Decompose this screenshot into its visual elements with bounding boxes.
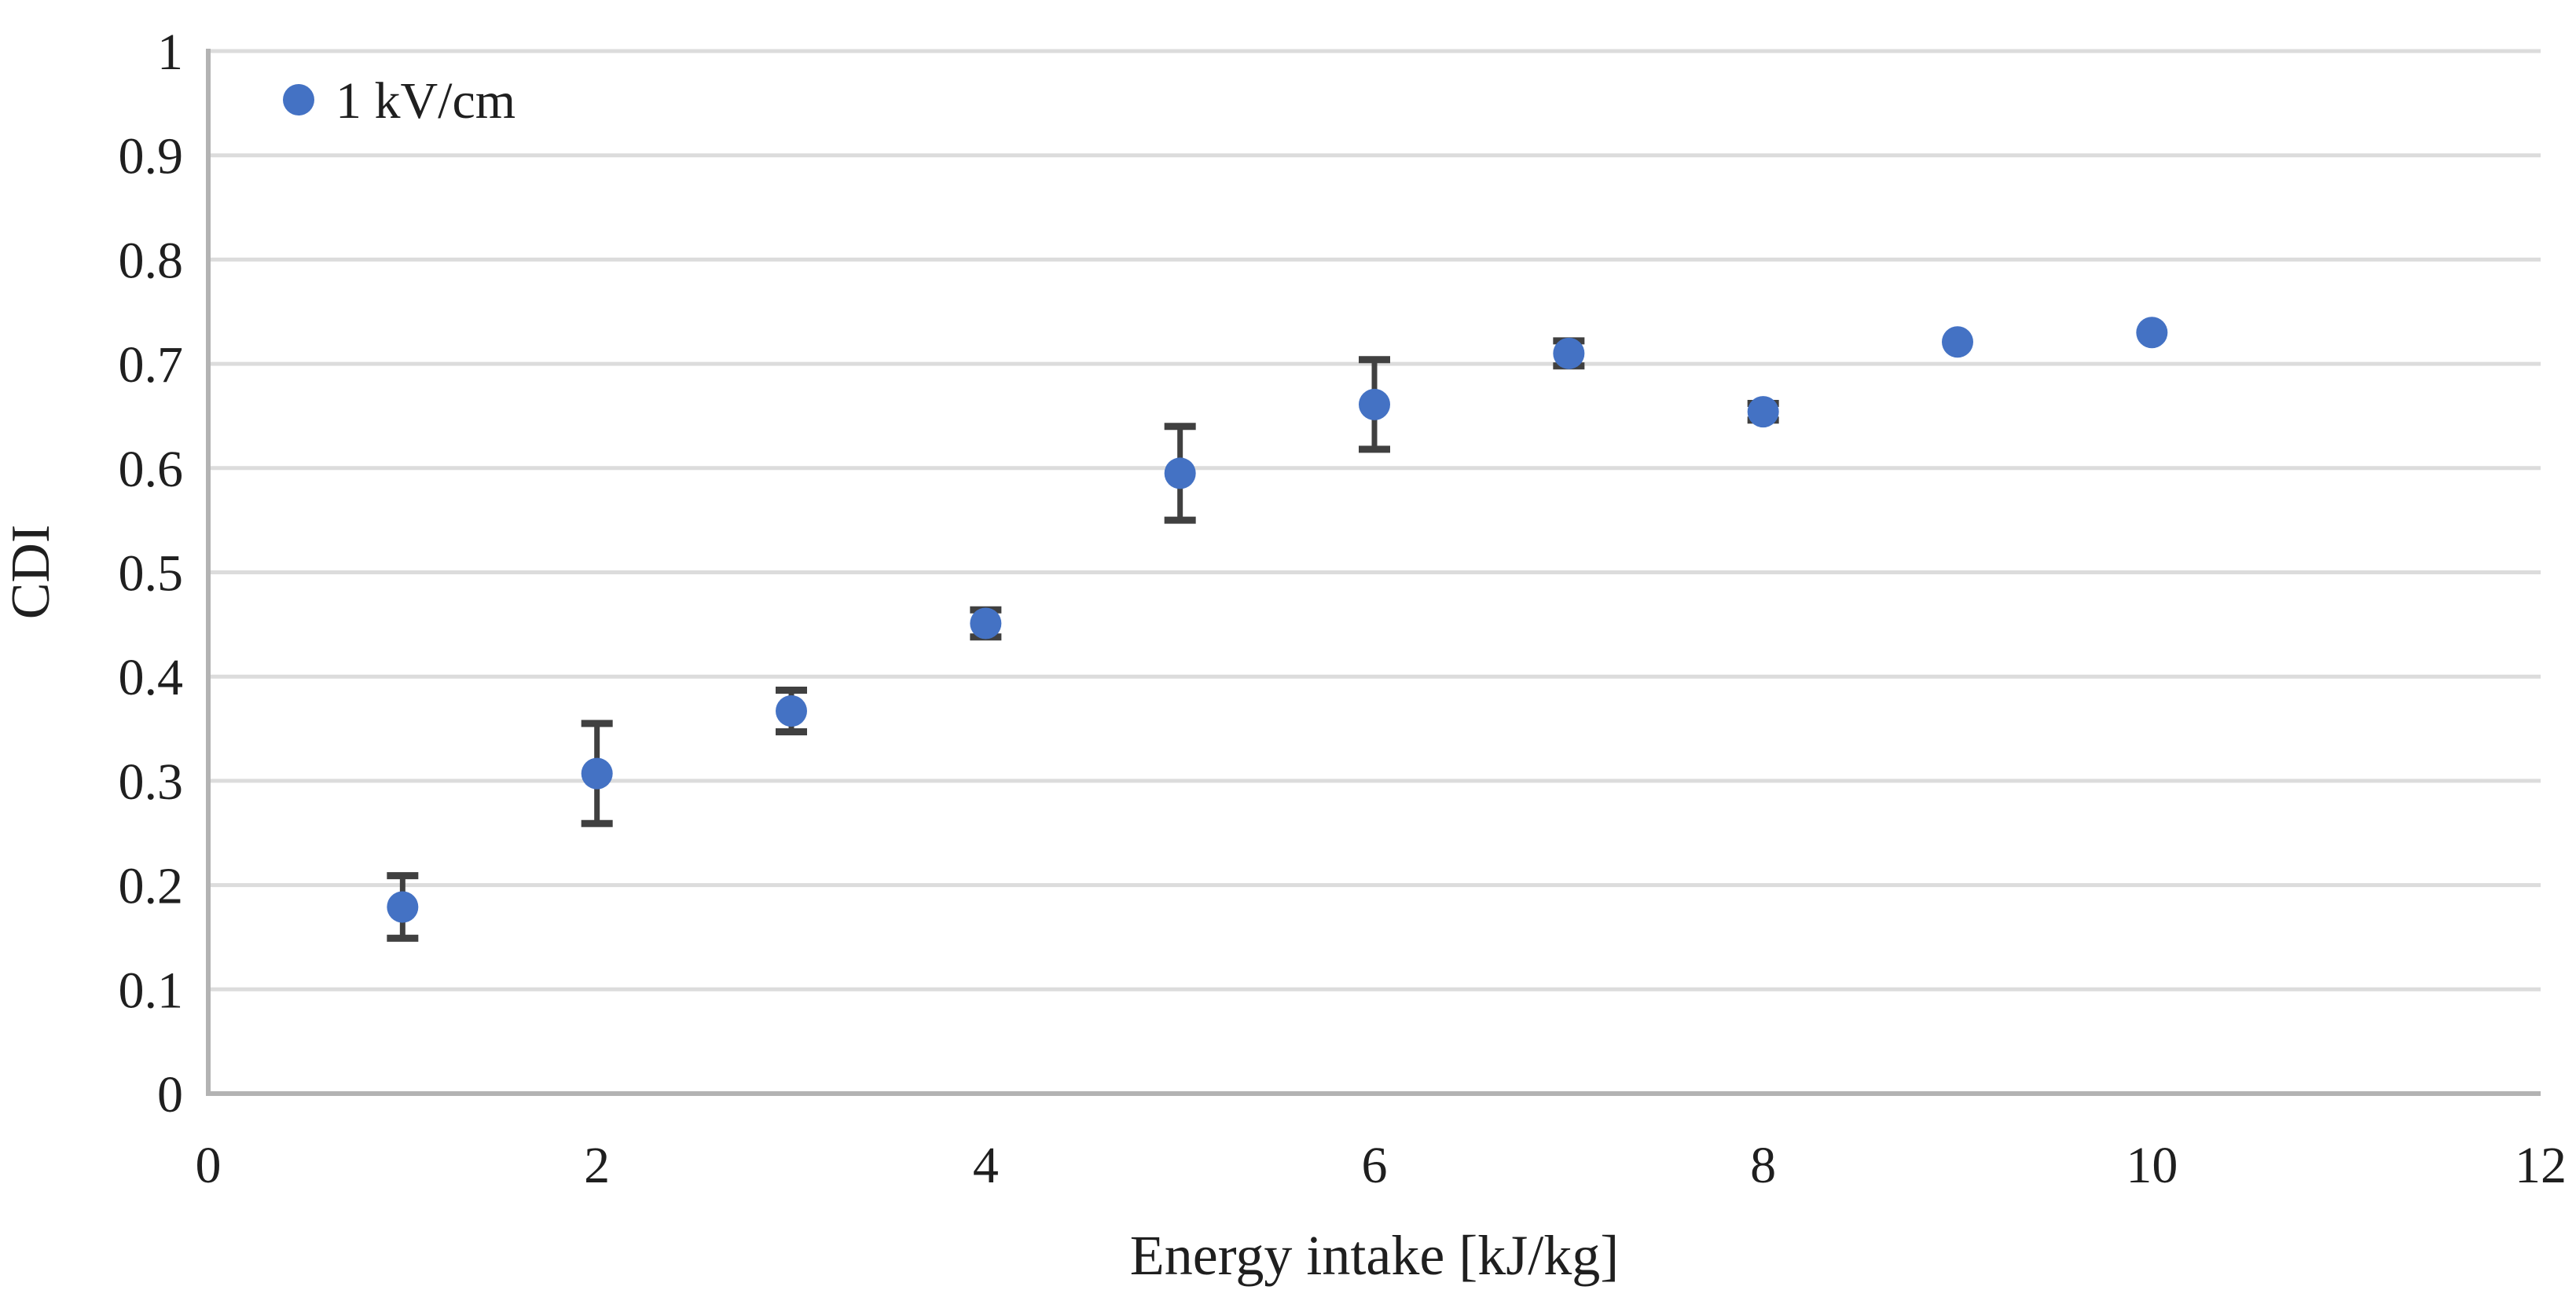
- y-tick-label: 0.1: [119, 962, 184, 1019]
- y-tick-label: 0.6: [119, 441, 184, 498]
- x-tick-label: 2: [584, 1137, 610, 1194]
- x-axis-title: Energy intake [kJ/kg]: [1130, 1224, 1620, 1287]
- legend-label: 1 kV/cm: [336, 72, 516, 130]
- gridlines: [208, 49, 2541, 991]
- y-tick-label: 0: [157, 1066, 183, 1123]
- x-tick-label: 4: [973, 1137, 999, 1194]
- y-tick-label: 0.4: [119, 649, 184, 706]
- x-tick-label: 12: [2515, 1137, 2567, 1194]
- error-bars: [387, 337, 1779, 942]
- axes: [206, 49, 2541, 1096]
- x-tick-label: 8: [1750, 1137, 1776, 1194]
- y-tick-label: 0.3: [119, 753, 184, 811]
- data-point: [1553, 337, 1585, 369]
- data-points: [387, 317, 2168, 923]
- legend-marker-icon: [283, 84, 314, 115]
- y-tick-label: 1: [157, 24, 183, 81]
- data-point: [776, 694, 807, 727]
- data-point: [1942, 326, 1973, 358]
- y-axis-title: CDI: [1, 525, 61, 620]
- y-tick-label: 0.9: [119, 128, 184, 185]
- data-point: [1359, 388, 1390, 420]
- data-point: [387, 891, 419, 923]
- x-tick-label: 6: [1362, 1137, 1388, 1194]
- y-tick-label: 0.2: [119, 858, 184, 915]
- x-axis-tick-labels: 0 2 4 6 8 10 12: [196, 1137, 2567, 1194]
- data-point: [1747, 396, 1779, 428]
- y-tick-label: 0.8: [119, 232, 184, 289]
- data-point: [970, 607, 1002, 640]
- y-axis-tick-labels: 0 0.1 0.2 0.3 0.4 0.5 0.6 0.7 0.8 0.9 1: [119, 24, 184, 1123]
- x-tick-label: 0: [196, 1137, 222, 1194]
- y-tick-label: 0.5: [119, 545, 184, 603]
- y-tick-label: 0.7: [119, 336, 184, 394]
- data-point: [581, 757, 613, 790]
- x-tick-label: 10: [2126, 1137, 2178, 1194]
- data-point: [1164, 457, 1196, 489]
- data-point: [2136, 317, 2168, 349]
